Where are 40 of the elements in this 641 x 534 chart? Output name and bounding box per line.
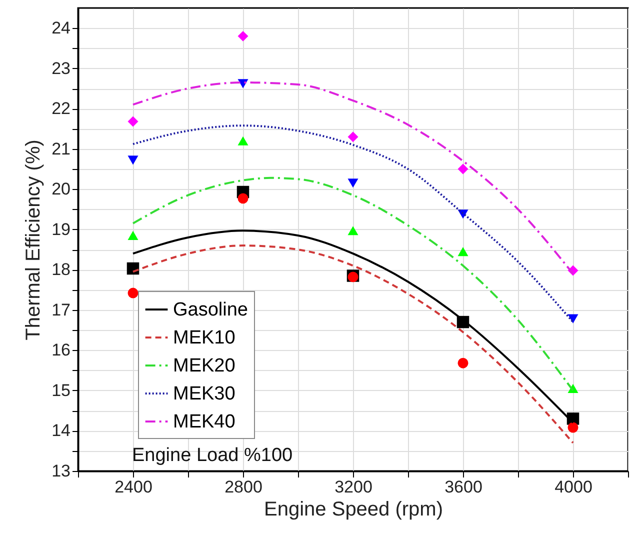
x-tick-label: 3200 bbox=[334, 478, 372, 496]
point bbox=[128, 230, 138, 240]
x-tick-label: 4000 bbox=[554, 478, 592, 496]
point bbox=[458, 247, 468, 256]
y-tick-label: 23 bbox=[52, 58, 70, 78]
point bbox=[348, 178, 358, 188]
legend-label: MEK30 bbox=[173, 384, 236, 404]
y-tick-label: 19 bbox=[52, 220, 70, 239]
x-axis-title: Engine Speed (rpm) bbox=[264, 498, 443, 520]
y-tick-label: 17 bbox=[52, 300, 70, 320]
y-tick-label: 14 bbox=[52, 421, 70, 440]
y-tick-label: 21 bbox=[52, 139, 70, 158]
point bbox=[568, 422, 578, 433]
y-tick-label: 18 bbox=[52, 260, 70, 280]
point bbox=[128, 156, 138, 165]
y-tick-label: 13 bbox=[52, 462, 70, 480]
x-tick-label: 2400 bbox=[114, 478, 152, 496]
y-tick-label: 20 bbox=[52, 180, 70, 199]
y-axis-title: Thermal Efficiency (%) bbox=[22, 140, 45, 340]
point bbox=[238, 136, 248, 146]
point bbox=[458, 358, 468, 368]
point bbox=[128, 288, 138, 298]
point bbox=[348, 226, 358, 236]
y-tick-label: 24 bbox=[52, 18, 70, 38]
legend-label: MEK40 bbox=[173, 412, 236, 432]
y-tick-label: 16 bbox=[52, 340, 70, 360]
point bbox=[238, 79, 248, 88]
annotation: Engine Load %100 bbox=[132, 445, 293, 466]
x-tick-label: 3600 bbox=[444, 478, 482, 496]
point bbox=[238, 193, 248, 204]
y-tick-label: 15 bbox=[52, 380, 70, 400]
point bbox=[128, 116, 138, 127]
x-tick-label: 2800 bbox=[224, 478, 262, 496]
legend-label: MEK10 bbox=[173, 328, 236, 348]
point bbox=[458, 164, 468, 174]
point bbox=[348, 132, 358, 142]
legend-label: MEK20 bbox=[173, 356, 236, 376]
y-tick-label: 22 bbox=[52, 99, 70, 118]
point bbox=[238, 30, 248, 42]
legend-label: Gasoline bbox=[173, 300, 248, 320]
